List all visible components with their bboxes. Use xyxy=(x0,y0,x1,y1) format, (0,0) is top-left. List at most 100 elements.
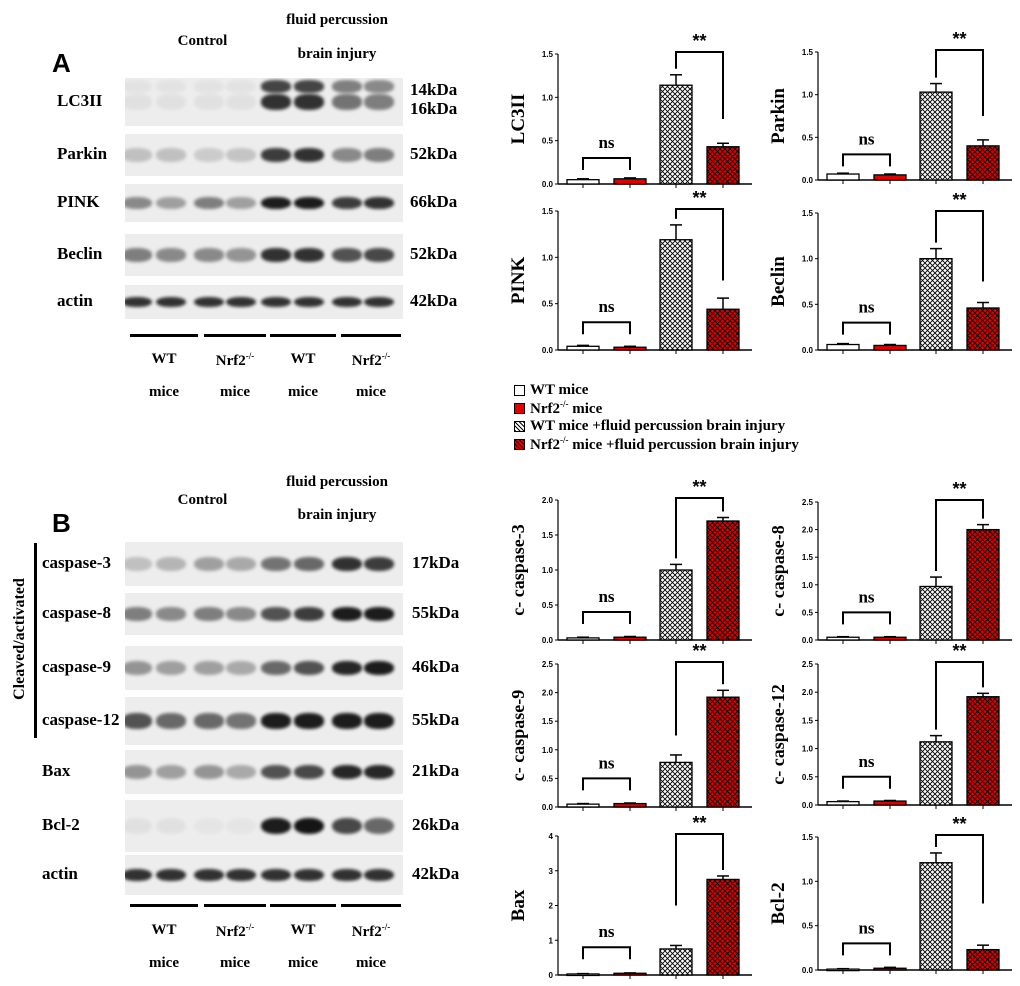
sig-bracket xyxy=(935,210,984,282)
blot-band xyxy=(226,296,256,308)
blot-band xyxy=(156,607,186,621)
y-tick-label: 0.0 xyxy=(542,180,554,189)
group-label-line2: mice xyxy=(356,955,386,971)
bar xyxy=(706,520,740,641)
y-tick-label: 2.0 xyxy=(542,496,554,505)
group-label-line2: mice xyxy=(149,955,179,971)
legend-swatch xyxy=(514,402,525,414)
cleaved-bracket-line xyxy=(34,543,37,738)
y-tick-label: 0.5 xyxy=(802,133,814,142)
ns-bracket xyxy=(582,157,631,170)
blot-band xyxy=(194,868,224,882)
blot-row-label: LC3II xyxy=(57,91,103,110)
ns-bracket xyxy=(582,611,631,624)
panel-a-header-fpbi-2: brain injury xyxy=(297,46,377,62)
significance-label: ** xyxy=(952,479,966,499)
sig-bracket xyxy=(675,208,724,281)
legend-text-post: mice xyxy=(568,400,603,417)
bar-chart-2: 0.0 0.5 1.0 1.5 PINK ns ** xyxy=(508,188,752,355)
y-tick-label: 0.5 xyxy=(542,601,554,610)
blot-strip xyxy=(125,184,403,222)
blot-strip xyxy=(125,285,403,319)
y-tick-label: 1.0 xyxy=(802,877,814,886)
bar xyxy=(659,84,693,185)
bar xyxy=(659,239,693,351)
kda-label: 42kDa xyxy=(410,291,458,310)
blot-band xyxy=(332,148,362,162)
blot-band xyxy=(156,868,186,882)
blot-band xyxy=(261,817,291,835)
y-tick-label: 2.5 xyxy=(802,498,814,507)
bar xyxy=(826,968,860,972)
y-tick-label: 0.0 xyxy=(542,803,554,812)
blot-band xyxy=(332,660,362,676)
ns-bracket xyxy=(582,321,631,335)
legend-swatch xyxy=(514,420,525,432)
sig-bracket xyxy=(935,499,984,571)
blot-band xyxy=(125,296,152,308)
blot-strip xyxy=(125,855,403,895)
blot-band xyxy=(226,660,256,676)
blot-band xyxy=(364,713,394,729)
bar xyxy=(919,741,953,806)
blot-band xyxy=(261,248,291,262)
legend-text-post: mice +fluid percussion brain injury xyxy=(568,436,799,453)
ns-bracket xyxy=(842,321,891,335)
blot-band xyxy=(194,296,224,308)
y-tick-label: 0.0 xyxy=(802,636,814,645)
bar xyxy=(826,800,860,806)
significance-label: ** xyxy=(692,641,706,661)
bar xyxy=(966,948,1000,971)
y-tick-label: 1.5 xyxy=(802,553,814,562)
sig-bracket xyxy=(675,51,724,119)
significance-label: ** xyxy=(692,188,706,208)
y-tick-label: 1 xyxy=(549,936,554,945)
blot-band-upper xyxy=(226,80,256,93)
bar-chart-6: 0.0 0.5 1.0 1.5 2.0 2.5 c- caspase-9 ns ** xyxy=(508,641,752,812)
blot-band xyxy=(332,556,362,572)
sig-bracket xyxy=(935,834,984,904)
legend-swatch xyxy=(514,384,525,396)
significance-label: ** xyxy=(692,813,706,833)
ns-label: ns xyxy=(598,922,614,941)
blot-band xyxy=(294,764,324,780)
bar xyxy=(826,343,860,351)
kda-label: 21kDa xyxy=(412,761,460,780)
legend-text: Nrf2-/- mice xyxy=(530,399,602,418)
y-axis-label: Parkin xyxy=(768,88,789,144)
group-superscript: -/- xyxy=(245,922,255,932)
blot-band-upper xyxy=(194,80,224,93)
y-tick-label: 0.0 xyxy=(802,801,814,810)
bar xyxy=(919,585,953,641)
ns-bracket xyxy=(582,777,631,791)
y-axis-label: LC3II xyxy=(508,94,529,145)
y-tick-label: 1.5 xyxy=(542,50,554,59)
group-label-line1: Nrf2-/- xyxy=(200,922,270,941)
y-tick-label: 0.0 xyxy=(802,176,814,185)
blot-row-label: Parkin xyxy=(57,144,108,163)
group-superscript: -/- xyxy=(245,351,255,361)
ns-label: ns xyxy=(858,587,874,606)
legend-text: WT mice xyxy=(530,382,588,399)
panel-b-header-control: Control xyxy=(177,492,228,508)
blot-band-upper xyxy=(261,80,291,93)
blot-band xyxy=(226,818,256,835)
group-label-line1: Nrf2-/- xyxy=(336,351,406,370)
group-bar xyxy=(341,904,401,907)
group-bar xyxy=(270,904,336,907)
bar xyxy=(873,967,907,971)
ns-label: ns xyxy=(598,133,614,152)
bar xyxy=(566,345,600,351)
blot-band xyxy=(261,764,291,780)
blot-band xyxy=(156,94,186,110)
y-tick-label: 1.0 xyxy=(542,253,554,262)
significance-label: ** xyxy=(692,31,706,51)
blot-band xyxy=(125,764,152,780)
kda-label: 42kDa xyxy=(412,864,460,883)
y-tick-label: 1.5 xyxy=(542,717,554,726)
blot-band xyxy=(364,248,394,262)
blot-row-label: PINK xyxy=(57,192,100,211)
blot-band xyxy=(194,607,224,621)
bar xyxy=(566,637,600,641)
blot-band xyxy=(294,296,324,308)
